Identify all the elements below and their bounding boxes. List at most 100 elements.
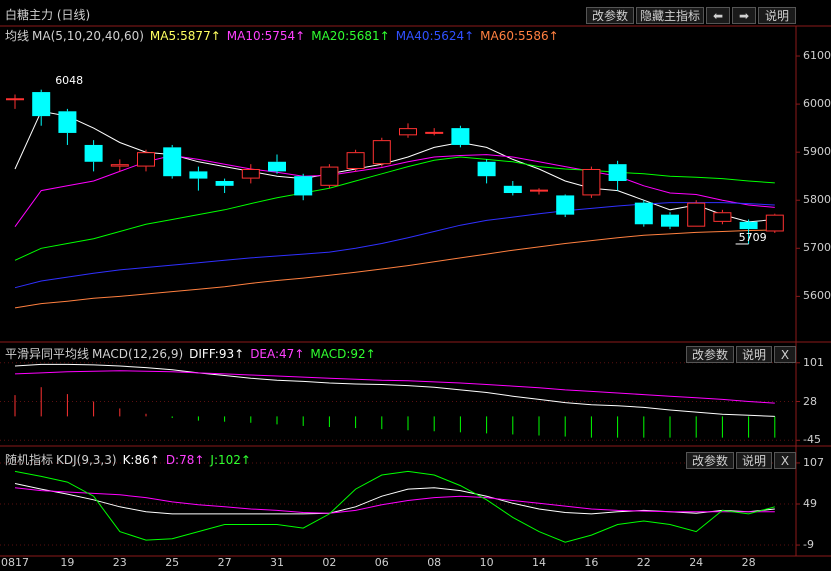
- ma-legend-params: MA(5,10,20,40,60): [32, 29, 144, 43]
- candle-up: [346, 152, 365, 169]
- date-tick-label: 02: [322, 556, 337, 569]
- macd-change-params-button[interactable]: 改参数: [686, 346, 734, 363]
- ma60-value: MA60:5586↑: [480, 29, 559, 43]
- date-tick-label: 08: [427, 556, 442, 569]
- ma20-value: MA20:5681↑: [311, 29, 390, 43]
- date-tick-label: 24: [689, 556, 704, 569]
- price-tick-label: 6100: [803, 49, 831, 63]
- kdj-legend: 随机指标 KDJ(9,3,3) K:86↑ D:78↑ J:102↑: [5, 451, 257, 468]
- d-value: D:78↑: [165, 453, 205, 467]
- candle-up: [372, 140, 391, 165]
- candle-down: [32, 92, 51, 117]
- help-button[interactable]: 说明: [758, 7, 796, 24]
- kdj-line-k: [14, 483, 775, 515]
- kdj-line-j: [14, 470, 775, 543]
- price-tick-label: 5700: [803, 241, 831, 255]
- candle-down: [451, 128, 470, 145]
- candle-down: [163, 147, 182, 177]
- ma-line-ma60: [14, 229, 775, 309]
- change-params-button[interactable]: 改参数: [586, 7, 634, 24]
- toolbar: 白糖主力 (日线) 改参数 隐藏主指标 ⬅ ➡ 说明: [0, 0, 831, 26]
- high-price-label: 6048: [55, 74, 83, 87]
- date-tick-label: 19: [60, 556, 75, 569]
- macd-tick-label: -45: [803, 433, 821, 447]
- macd-legend-name: 平滑异同平均线: [5, 347, 90, 361]
- candle-down: [189, 171, 208, 179]
- macd-line-dea: [14, 370, 775, 404]
- macd-tick-label: 28: [803, 394, 817, 408]
- macd-help-button[interactable]: 说明: [736, 346, 772, 363]
- candle-down: [268, 161, 286, 172]
- candle-up: [687, 202, 706, 227]
- ma-legend: 均线 MA(5,10,20,40,60) MA5:5877↑ MA10:5754↑ MA…: [5, 27, 565, 44]
- price-tick-label: 5800: [803, 193, 831, 207]
- diff-value: DIFF:93↑: [189, 347, 245, 361]
- hide-main-indicator-button[interactable]: 隐藏主指标: [636, 7, 704, 24]
- date-tick-label: 27: [217, 556, 232, 569]
- k-value: K:86↑: [122, 453, 160, 467]
- macd-legend-params: MACD(12,26,9): [92, 347, 184, 361]
- kdj-line-d: [14, 487, 775, 514]
- candle-up: [320, 166, 339, 186]
- price-tick-label: 5900: [803, 145, 831, 159]
- kdj-help-button[interactable]: 说明: [736, 452, 772, 469]
- candle-up: [765, 214, 784, 232]
- price-tick-label: 6000: [803, 97, 831, 111]
- kdj-tick-label: 107: [803, 455, 824, 469]
- date-tick-label: 16: [584, 556, 599, 569]
- date-tick-label: 23: [112, 556, 127, 569]
- ma-line-ma40: [14, 202, 775, 289]
- candle-up: [399, 128, 417, 136]
- date-tick-label: 14: [532, 556, 546, 569]
- scroll-left-button[interactable]: ⬅: [706, 7, 730, 24]
- kdj-close-button[interactable]: X: [774, 452, 796, 469]
- candle-up: [582, 168, 601, 196]
- candle-down: [294, 176, 313, 196]
- macd-line-diff: [14, 363, 775, 417]
- price-tick-label: 5600: [803, 289, 831, 303]
- kdj-tick-label: -9: [803, 538, 814, 552]
- date-tick-label: 06: [374, 556, 389, 569]
- j-value: J:102↑: [210, 453, 251, 467]
- candle-down: [58, 111, 77, 133]
- ma-line-ma5: [14, 110, 775, 223]
- date-tick-label: 28: [741, 556, 756, 569]
- ma-line-ma10: [14, 154, 775, 227]
- window-title: 白糖主力 (日线): [5, 8, 91, 22]
- candle-down: [503, 185, 522, 194]
- date-tick-label: 0817: [1, 556, 29, 569]
- candle-down: [215, 181, 234, 186]
- kdj-tick-label: 49: [803, 497, 817, 510]
- ma40-value: MA40:5624↑: [395, 29, 475, 43]
- scroll-right-button[interactable]: ➡: [732, 7, 756, 24]
- ma5-value: MA5:5877↑: [149, 29, 221, 43]
- dea-value: DEA:47↑: [250, 347, 305, 361]
- candle-down: [661, 214, 679, 227]
- kdj-change-params-button[interactable]: 改参数: [686, 452, 734, 469]
- candle-down: [84, 144, 103, 162]
- candle-down: [739, 221, 758, 230]
- date-tick-label: 31: [270, 556, 284, 569]
- candle-down: [608, 164, 627, 181]
- candle-up: [110, 164, 129, 167]
- low-price-label: 5709: [739, 231, 767, 244]
- date-tick-label: 25: [165, 556, 180, 569]
- candle-down: [634, 202, 653, 225]
- candle-up: [241, 168, 260, 179]
- macd-value: MACD:92↑: [310, 347, 376, 361]
- kdj-legend-name: 随机指标: [5, 453, 54, 467]
- macd-tick-label: 101: [803, 355, 824, 369]
- candle-down: [477, 161, 496, 177]
- date-tick-label: 22: [636, 556, 651, 569]
- ma-line-ma20: [14, 156, 775, 261]
- date-tick-label: 10: [479, 556, 494, 569]
- ma-legend-name: 均线: [5, 29, 30, 43]
- macd-close-button[interactable]: X: [774, 346, 796, 363]
- candle-up: [713, 212, 732, 222]
- ma10-value: MA10:5754↑: [226, 29, 306, 43]
- candle-up: [137, 152, 155, 167]
- candle-down: [556, 195, 575, 215]
- macd-legend: 平滑异同平均线 MACD(12,26,9) DIFF:93↑ DEA:47↑ MACD:…: [5, 345, 382, 362]
- kdj-legend-params: KDJ(9,3,3): [56, 453, 117, 467]
